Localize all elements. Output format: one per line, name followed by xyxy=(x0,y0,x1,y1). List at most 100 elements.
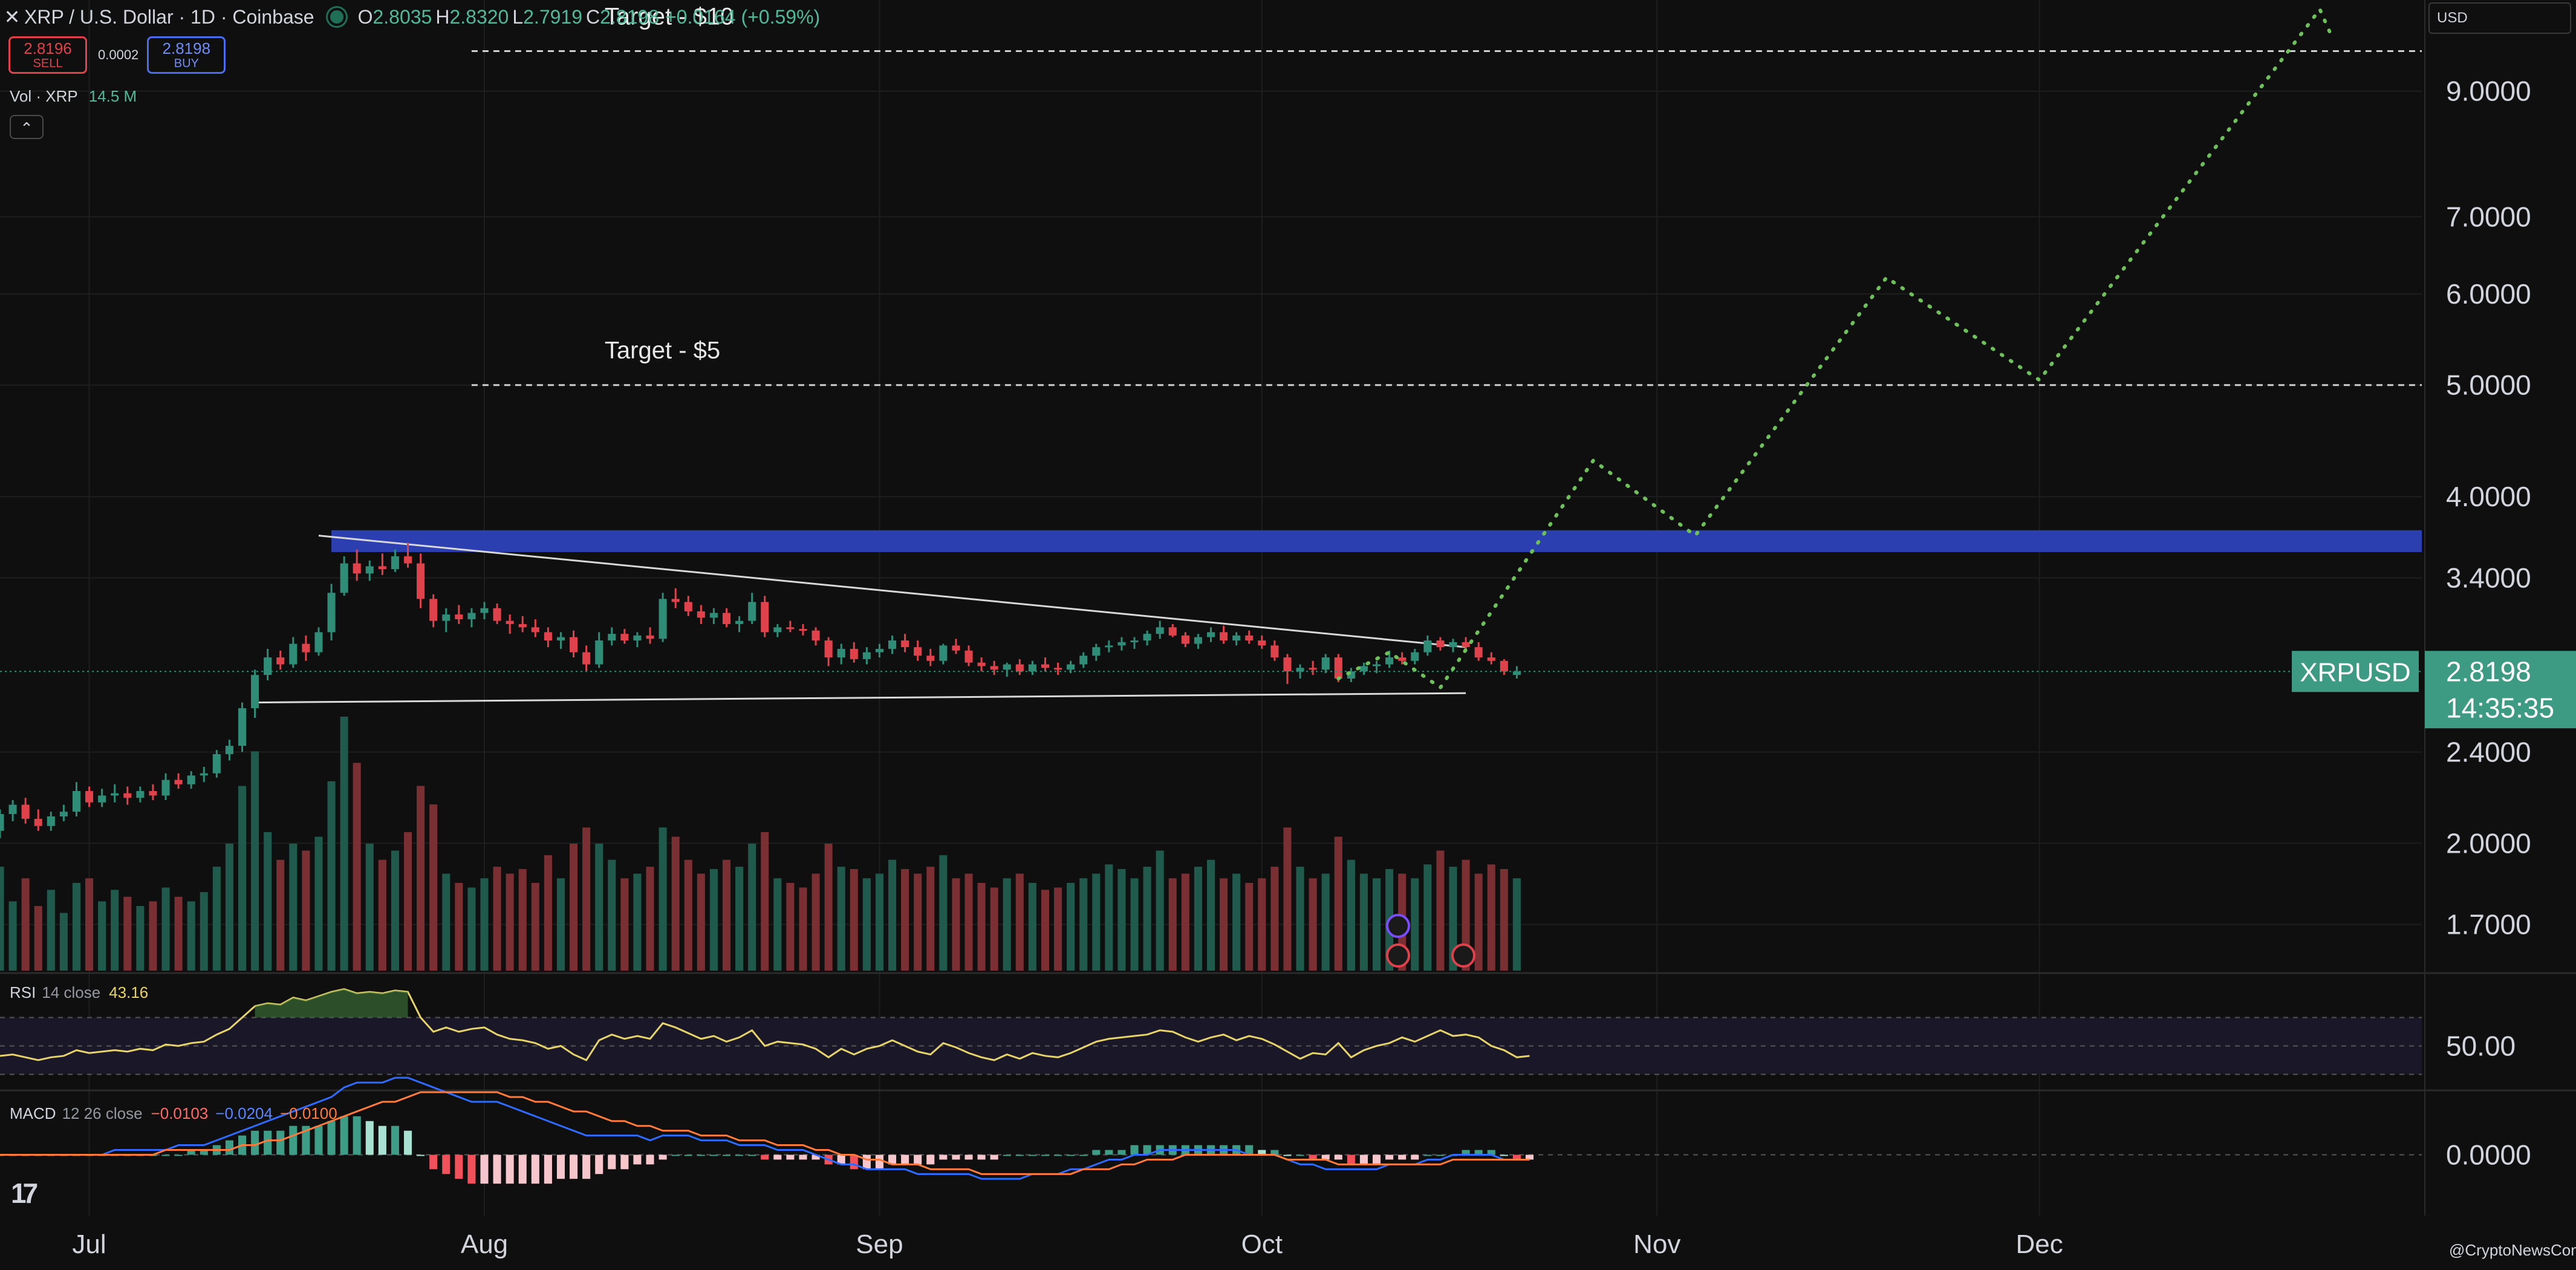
macd-hist-bar xyxy=(1003,1154,1011,1156)
volume-bar xyxy=(544,855,552,971)
macd-hist-bar xyxy=(901,1154,909,1165)
macd-hist-bar xyxy=(646,1154,654,1165)
collapse-legend-button[interactable]: ⌃ xyxy=(10,115,44,139)
volume-bar xyxy=(403,832,412,971)
candle-body xyxy=(964,650,973,663)
candle-body xyxy=(21,804,30,819)
macd-hist-bar xyxy=(620,1154,629,1170)
open-value: 2.8035 xyxy=(372,5,432,28)
volume-bar xyxy=(761,832,769,971)
macd-hist-bar xyxy=(914,1154,922,1165)
candle-body xyxy=(1054,668,1062,670)
volume-bar xyxy=(47,890,55,971)
volume-bar xyxy=(455,882,463,971)
candle-body xyxy=(1105,645,1113,648)
candle-body xyxy=(888,640,897,649)
macd-hist-bar xyxy=(1283,1154,1292,1156)
candle-body xyxy=(417,563,425,599)
candle-body xyxy=(659,599,667,639)
candle-body xyxy=(1398,657,1407,661)
macd-hist-bar xyxy=(493,1154,501,1184)
volume-bar xyxy=(1283,827,1292,971)
macd-hist-bar xyxy=(1309,1154,1317,1160)
candle-body xyxy=(302,643,310,653)
volume-bar xyxy=(1359,873,1368,971)
volume-bar xyxy=(697,873,705,971)
candle-body xyxy=(901,640,909,648)
volume-bar xyxy=(276,859,285,971)
candle-body xyxy=(1309,668,1317,670)
candle-body xyxy=(0,814,4,831)
candle-body xyxy=(1411,652,1419,661)
macd-hist-bar xyxy=(289,1125,298,1155)
low-label: L xyxy=(512,5,524,28)
volume-bar xyxy=(1462,859,1470,971)
volume-bar xyxy=(85,878,94,971)
macd-signal-value: −0.0100 xyxy=(279,1104,337,1122)
candle-body xyxy=(187,775,195,784)
macd-hist-bar xyxy=(1372,1154,1381,1165)
volume-bar xyxy=(1372,878,1381,971)
candle-body xyxy=(1092,647,1101,656)
macd-hist-bar xyxy=(926,1154,935,1165)
candle-body xyxy=(1079,656,1088,665)
macd-hist-bar xyxy=(378,1125,386,1155)
macd-hist-bar xyxy=(442,1154,450,1174)
close-label: C xyxy=(586,5,600,28)
volume-bar xyxy=(722,859,731,971)
volume-bar xyxy=(1411,878,1419,971)
candle-body xyxy=(442,614,450,621)
y-tick-label: 3.4000 xyxy=(2446,562,2531,594)
macd-params: 12 26 close xyxy=(62,1104,143,1122)
symbol-title[interactable]: XRP / U.S. Dollar · 1D · Coinbase xyxy=(24,5,314,28)
candle-body xyxy=(1449,642,1457,648)
macd-hist-bar xyxy=(1258,1150,1266,1155)
volume-bar xyxy=(1220,878,1228,971)
candle-body xyxy=(251,675,259,709)
candle-body xyxy=(480,608,489,613)
macd-hist-bar xyxy=(1423,1154,1432,1156)
buy-button[interactable]: 2.8198 BUY xyxy=(147,36,226,74)
close-icon[interactable]: ✕ xyxy=(4,6,21,28)
macd-legend[interactable]: MACD 12 26 close −0.0103 −0.0204 −0.0100 xyxy=(10,1104,337,1123)
macd-hist-bar xyxy=(276,1130,285,1155)
rsi-tick-label: 50.00 xyxy=(2446,1031,2516,1062)
macd-hist-bar xyxy=(582,1154,591,1179)
macd-hist-bar xyxy=(1067,1154,1075,1156)
volume-bar xyxy=(646,867,654,971)
candle-body xyxy=(684,602,692,611)
volume-bar xyxy=(480,878,489,971)
volume-bar xyxy=(1041,890,1050,971)
candle-body xyxy=(1194,637,1202,644)
volume-bar xyxy=(1347,859,1355,971)
tradingview-logo-icon[interactable]: 17 xyxy=(11,1177,38,1209)
rsi-legend[interactable]: RSI 14 close 43.16 xyxy=(10,983,148,1002)
volume-bar xyxy=(429,804,438,971)
macd-hist-bar xyxy=(761,1154,769,1160)
macd-hist-bar xyxy=(1117,1150,1126,1155)
macd-hist-bar xyxy=(365,1121,374,1155)
volume-bar xyxy=(391,850,399,971)
candle-body xyxy=(174,780,183,784)
macd-hist-bar xyxy=(353,1116,361,1155)
candle-body xyxy=(1334,657,1342,679)
candle-body xyxy=(1258,640,1266,646)
volume-bar xyxy=(952,878,960,971)
candle-body xyxy=(161,780,170,796)
last-price-value: 2.8198 xyxy=(2446,656,2531,687)
candle-body xyxy=(1296,668,1304,672)
candle-body xyxy=(1487,657,1495,661)
volume-bar xyxy=(0,867,4,971)
candle-body xyxy=(98,795,106,803)
event-marker-icon xyxy=(1386,914,1410,938)
macd-hist-bar xyxy=(531,1154,539,1184)
sell-button[interactable]: 2.8196 SELL xyxy=(8,36,87,74)
volume-legend[interactable]: Vol · XRP 14.5 M xyxy=(10,87,137,106)
macd-hist-bar xyxy=(327,1121,336,1155)
candle-body xyxy=(276,657,285,665)
candle-body xyxy=(212,754,221,773)
currency-select[interactable]: USD xyxy=(2428,2,2571,34)
volume-bar xyxy=(1079,878,1088,971)
